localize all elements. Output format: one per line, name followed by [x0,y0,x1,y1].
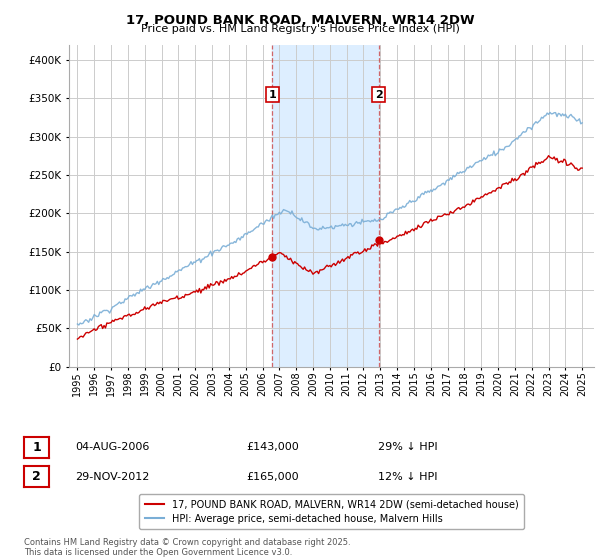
Text: £165,000: £165,000 [246,472,299,482]
Text: Price paid vs. HM Land Registry's House Price Index (HPI): Price paid vs. HM Land Registry's House … [140,24,460,34]
Text: 12% ↓ HPI: 12% ↓ HPI [378,472,437,482]
Text: 29% ↓ HPI: 29% ↓ HPI [378,442,437,452]
Legend: 17, POUND BANK ROAD, MALVERN, WR14 2DW (semi-detached house), HPI: Average price: 17, POUND BANK ROAD, MALVERN, WR14 2DW (… [139,494,524,529]
Text: 1: 1 [32,441,41,454]
Text: £143,000: £143,000 [246,442,299,452]
Bar [272,45,379,367]
Text: 1: 1 [269,90,277,100]
Text: 17, POUND BANK ROAD, MALVERN, WR14 2DW: 17, POUND BANK ROAD, MALVERN, WR14 2DW [125,14,475,27]
Text: Contains HM Land Registry data © Crown copyright and database right 2025.
This d: Contains HM Land Registry data © Crown c… [24,538,350,557]
Text: 04-AUG-2006: 04-AUG-2006 [75,442,149,452]
Text: 2: 2 [32,470,41,483]
Text: 29-NOV-2012: 29-NOV-2012 [75,472,149,482]
Text: 2: 2 [375,90,383,100]
